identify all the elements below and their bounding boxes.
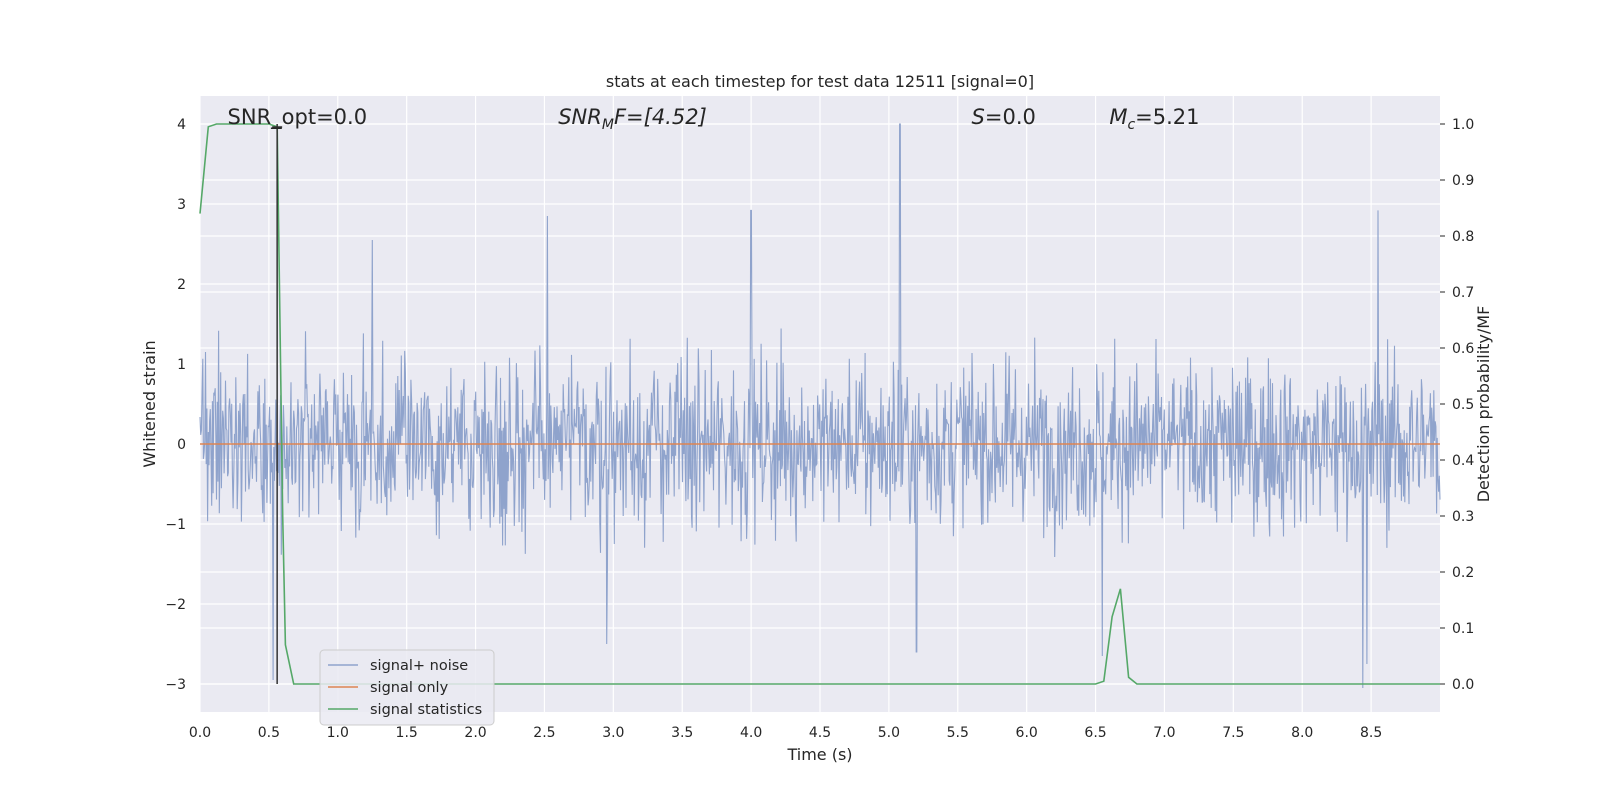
series-signal-statistics: [199, 123, 1440, 685]
y-right-tick-label: 0.5: [1452, 397, 1474, 413]
y-right-tick-label: 0.3: [1452, 509, 1474, 525]
legend-label-signal-only: signal only: [370, 680, 449, 696]
x-tick-label: 0.5: [258, 725, 280, 741]
y-right-tick-label: 0.4: [1452, 453, 1474, 469]
legend: signal+ noise signal only signal statist…: [319, 649, 495, 726]
x-tick-label: 5.5: [947, 725, 969, 741]
y-left-tick-label: 1: [177, 357, 186, 373]
x-tick-label: 7.5: [1222, 725, 1244, 741]
y-right-tick-label: 0.0: [1452, 677, 1474, 693]
y-left-tick-label: 3: [177, 197, 186, 213]
y-left-tick-label: 4: [177, 117, 186, 133]
annotation-mc: Mc=5.21: [1109, 105, 1199, 133]
x-ticks: 0.0 0.5 1.0 1.5 2.0 2.5 3.0 3.5 4.0 4.5 5.0 5.5 6.0 6…: [189, 725, 1382, 741]
x-tick-label: 3.0: [602, 725, 624, 741]
x-tick-label: 8.5: [1360, 725, 1382, 741]
y-left-tick-label: 0: [177, 437, 186, 453]
annotation-s: S=0.0: [972, 105, 1036, 129]
y-right-tick-label: 0.1: [1452, 621, 1474, 637]
annotation-snr-opt: SNR_opt=0.0: [228, 105, 368, 130]
x-tick-label: 2.5: [533, 725, 555, 741]
y-left-ticks: 4 3 2 1 0 −1 −2 −3: [165, 117, 186, 693]
y-right-tick-label: 0.2: [1452, 565, 1474, 581]
y-right-tick-label: 0.9: [1452, 173, 1474, 189]
y-left-tick-label: −2: [165, 597, 186, 613]
y-right-tick-label: 0.7: [1452, 285, 1474, 301]
y-axis-label-right: Detection probability/MF: [1474, 306, 1493, 503]
y-right-ticks: 1.0 0.9 0.8 0.7 0.6 0.5 0.4 0.3 0.2 0.1 0.0: [1440, 117, 1474, 693]
y-right-tick-label: 0.6: [1452, 341, 1474, 357]
annotation-snr-mf: SNRMF=[4.52]: [558, 105, 707, 133]
chart-title: stats at each timestep for test data 125…: [606, 72, 1034, 91]
series-signal-plus-noise: [199, 123, 1441, 689]
x-tick-label: 1.0: [327, 725, 349, 741]
x-tick-label: 4.5: [809, 725, 831, 741]
x-axis-label: Time (s): [786, 745, 852, 764]
x-tick-label: 1.5: [396, 725, 418, 741]
x-tick-label: 7.0: [1153, 725, 1175, 741]
x-tick-label: 6.5: [1084, 725, 1106, 741]
x-tick-label: 8.0: [1291, 725, 1313, 741]
y-right-tick-label: 1.0: [1452, 117, 1474, 133]
x-tick-label: 2.0: [464, 725, 486, 741]
y-axis-label-left: Whitened strain: [140, 340, 159, 467]
y-left-tick-label: −3: [165, 677, 186, 693]
plot-layer: [199, 123, 1441, 689]
legend-label-signal-plus-noise: signal+ noise: [370, 658, 468, 674]
x-tick-label: 4.0: [740, 725, 762, 741]
annotations: SNR_opt=0.0 SNRMF=[4.52] S=0.0 Mc=5.21: [228, 105, 1200, 133]
x-tick-label: 5.0: [878, 725, 900, 741]
x-tick-label: 3.5: [671, 725, 693, 741]
legend-label-signal-statistics: signal statistics: [370, 702, 482, 718]
y-left-tick-label: 2: [177, 277, 186, 293]
y-right-tick-label: 0.8: [1452, 229, 1474, 245]
y-left-tick-label: −1: [165, 517, 186, 533]
x-tick-label: 0.0: [189, 725, 211, 741]
legend-box: [319, 649, 495, 726]
x-tick-label: 6.0: [1016, 725, 1038, 741]
